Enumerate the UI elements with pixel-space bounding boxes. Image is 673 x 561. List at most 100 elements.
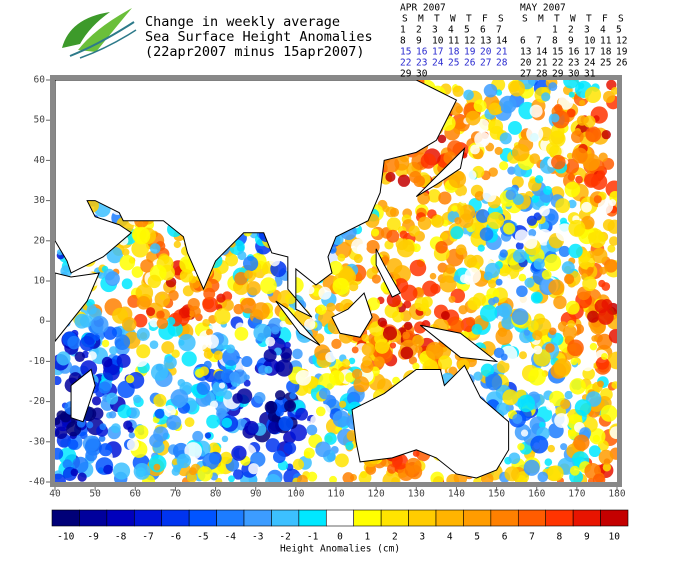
anomaly-blob bbox=[328, 370, 345, 386]
calendar-day: 11 bbox=[448, 36, 460, 47]
anomaly-blob bbox=[399, 230, 408, 239]
anomaly-blob bbox=[523, 459, 540, 476]
anomaly-blob bbox=[590, 209, 604, 222]
anomaly-blob bbox=[611, 87, 617, 95]
anomaly-blob bbox=[168, 290, 179, 301]
anomaly-blob bbox=[243, 255, 259, 272]
anomaly-blob bbox=[532, 293, 542, 303]
anomaly-blob bbox=[303, 447, 315, 459]
anomaly-blob bbox=[332, 410, 350, 428]
anomaly-blob bbox=[567, 173, 576, 181]
anomaly-blob bbox=[114, 334, 131, 351]
anomaly-blob bbox=[565, 300, 580, 315]
anomaly-blob bbox=[463, 89, 474, 101]
legend-swatch bbox=[216, 509, 245, 527]
anomaly-blob bbox=[517, 394, 536, 413]
anomaly-blob bbox=[253, 323, 272, 342]
calendar-weekday: T bbox=[434, 14, 440, 25]
anomaly-blob bbox=[452, 85, 464, 97]
anomaly-blob bbox=[353, 254, 363, 264]
anomaly-blob bbox=[153, 463, 161, 471]
anomaly-blob bbox=[101, 339, 110, 348]
anomaly-blob bbox=[440, 311, 450, 320]
anomaly-blob bbox=[263, 348, 277, 362]
anomaly-blob bbox=[581, 358, 594, 372]
anomaly-blob bbox=[55, 473, 66, 482]
anomaly-blob bbox=[459, 195, 468, 204]
anomaly-blob bbox=[488, 298, 496, 306]
anomaly-blob bbox=[467, 296, 481, 311]
anomaly-blob bbox=[103, 464, 113, 475]
anomaly-blob bbox=[306, 424, 318, 436]
anomaly-blob bbox=[609, 236, 617, 246]
anomaly-blob bbox=[318, 387, 331, 400]
anomaly-blob bbox=[517, 443, 525, 451]
anomaly-blob bbox=[391, 477, 400, 482]
anomaly-blob bbox=[146, 307, 156, 317]
anomaly-blob bbox=[339, 400, 347, 408]
anomaly-blob bbox=[596, 333, 613, 350]
anomaly-blob bbox=[608, 328, 617, 344]
legend-swatch bbox=[600, 509, 629, 527]
anomaly-blob bbox=[316, 304, 327, 315]
anomaly-blob bbox=[62, 459, 73, 470]
anomaly-blob bbox=[425, 341, 444, 360]
anomaly-blob bbox=[117, 404, 132, 419]
anomaly-blob bbox=[448, 366, 458, 376]
anomaly-blob bbox=[156, 317, 169, 330]
anomaly-blob bbox=[126, 438, 139, 451]
y-tick-label: 10 bbox=[34, 276, 46, 287]
anomaly-blob bbox=[202, 319, 210, 327]
anomaly-blob bbox=[306, 285, 315, 295]
anomaly-blob bbox=[119, 254, 136, 271]
anomaly-blob bbox=[269, 255, 280, 267]
anomaly-blob bbox=[429, 272, 437, 280]
anomaly-blob bbox=[55, 417, 61, 426]
anomaly-blob bbox=[581, 201, 592, 213]
anomaly-blob bbox=[221, 417, 233, 429]
anomaly-blob bbox=[366, 297, 381, 311]
legend-swatch bbox=[325, 509, 355, 527]
anomaly-blob bbox=[391, 453, 409, 470]
anomaly-blob bbox=[553, 103, 563, 113]
anomaly-blob bbox=[194, 335, 209, 351]
anomaly-blob bbox=[503, 222, 516, 235]
legend-swatch bbox=[79, 509, 108, 527]
legend-swatch bbox=[463, 509, 492, 527]
anomaly-blob bbox=[386, 217, 401, 232]
calendar-day: 9 bbox=[416, 36, 422, 47]
calendar-day: 11 bbox=[600, 36, 612, 47]
anomaly-blob bbox=[597, 308, 614, 325]
calendar-day: 13 bbox=[480, 36, 491, 47]
legend-swatch bbox=[572, 509, 601, 527]
anomaly-blob bbox=[587, 310, 600, 323]
anomaly-blob bbox=[402, 331, 411, 340]
anomaly-blob bbox=[453, 275, 461, 282]
anomaly-blob bbox=[79, 335, 95, 352]
anomaly-blob bbox=[67, 439, 79, 450]
calendar-day: 13 bbox=[520, 47, 531, 58]
x-tick-label: 120 bbox=[368, 489, 385, 500]
anomaly-blob bbox=[465, 169, 477, 181]
anomaly-blob bbox=[473, 477, 482, 482]
y-tick-label: 20 bbox=[34, 235, 46, 246]
calendar-day: 30 bbox=[416, 69, 428, 80]
legend-swatch bbox=[298, 509, 327, 527]
anomaly-blob bbox=[121, 278, 133, 290]
anomaly-blob bbox=[553, 295, 567, 310]
anomaly-blob bbox=[480, 304, 498, 322]
anomaly-blob bbox=[460, 274, 469, 284]
anomaly-blob bbox=[109, 346, 118, 355]
anomaly-blob bbox=[573, 434, 590, 451]
anomaly-blob bbox=[582, 276, 597, 292]
anomaly-blob bbox=[70, 468, 79, 477]
anomaly-blob bbox=[304, 318, 316, 331]
anomaly-blob bbox=[516, 285, 528, 298]
anomaly-blob bbox=[148, 454, 167, 473]
anomaly-blob bbox=[103, 364, 120, 381]
land bbox=[55, 80, 510, 479]
anomaly-blob bbox=[222, 348, 240, 366]
anomaly-blob bbox=[318, 286, 332, 300]
calendar-day: 28 bbox=[496, 58, 508, 69]
